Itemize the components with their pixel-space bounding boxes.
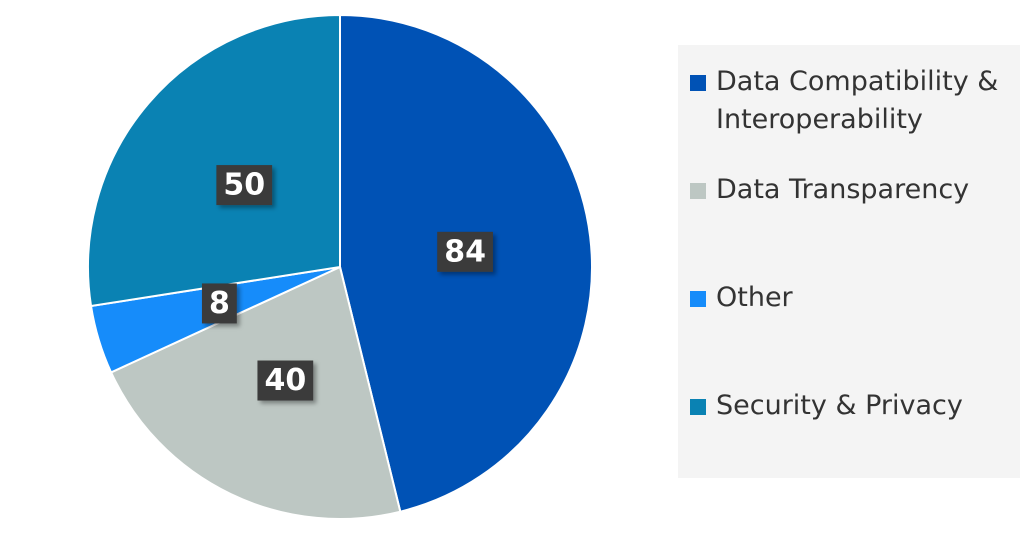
pie [87,13,593,520]
data-label-text: 40 [264,363,306,398]
legend-item: Data Transparency [678,171,1020,279]
data-labels: 84 40 8 50 [201,165,493,401]
data-label: 50 [216,165,273,206]
legend-item: Data Compatibility & Interoperability [678,63,1020,171]
data-label-box [201,283,237,324]
data-label-text: 8 [209,286,230,321]
pie-slice [109,265,402,520]
data-label-box [437,231,493,272]
legend-label: Data Transparency [716,174,970,205]
legend-label: Data Compatibility & Interoperability [716,66,999,135]
data-label: 8 [201,283,237,324]
pie-slice [87,13,341,308]
data-label-text: 84 [444,234,486,269]
data-label-box [257,360,314,401]
legend-label: Other [716,282,793,313]
legend-label: Security & Privacy [716,390,963,421]
legend-swatch [690,75,706,91]
data-label-box [216,165,273,206]
legend-swatch [690,291,706,307]
legend-item: Security & Privacy [678,387,1020,495]
legend: Data Compatibility & Interoperability Dat… [678,45,1020,478]
data-label: 84 [437,231,493,272]
legend-swatch [690,183,706,199]
legend-item: Other [678,279,1020,387]
data-label-text: 50 [223,168,265,203]
legend-swatch [690,399,706,415]
data-label: 40 [257,360,314,401]
chart: 84 40 8 50 [87,13,593,520]
